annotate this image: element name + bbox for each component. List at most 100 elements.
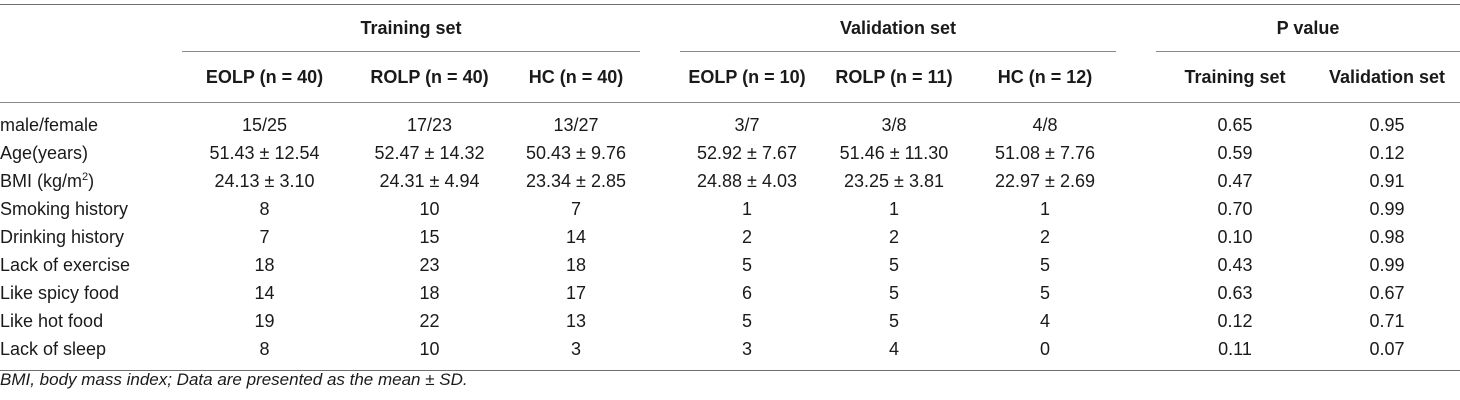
row-label: male/female [0,111,182,139]
table-row: male/female 15/25 17/23 13/27 3/7 3/8 4/8 0.65 0… [0,111,1460,139]
table-row: BMI (kg/m2) 24.13 ± 3.10 24.31 ± 4.94 23.34… [0,167,1460,195]
table-cell: 0.07 [1369,338,1405,359]
table-cell: 5 [888,254,899,275]
table-cell: 0.10 [1217,226,1253,247]
table-footnote: BMI, body mass index; Data are presented… [0,370,468,389]
col-header-validation-rolp: ROLP (n = 11) [835,66,953,87]
table-cell: 6 [741,282,752,303]
table-cell: 3 [741,338,752,359]
table-cell: 18 [419,282,440,303]
table-cell: 0.70 [1217,198,1253,219]
table-cell: 0.43 [1217,254,1253,275]
col-header-validation-eolp: EOLP (n = 10) [688,66,806,87]
characteristics-table: Training set Validation set P value EOLP… [0,4,1460,371]
header-bottom-rule [0,102,1460,103]
table-cell: 23.25 ± 3.81 [844,170,944,191]
table-cell: 0.65 [1217,114,1253,135]
table-row: Lack of sleep 8 10 3 3 4 0 0.11 0.07 [0,335,1460,363]
table-cell: 0.99 [1369,198,1405,219]
col-header-training-rolp: ROLP (n = 40) [370,66,489,87]
table-cell: 0.99 [1369,254,1405,275]
col-header-training-hc: HC (n = 40) [528,66,624,87]
table-cell: 14 [565,226,587,247]
table-cell: 2 [1039,226,1050,247]
table-cell: 0.71 [1369,310,1405,331]
table-cell: 0.12 [1369,142,1405,163]
row-label: Like spicy food [0,279,182,307]
row-label-tail: ) [88,170,95,191]
table-cell: 3 [570,338,581,359]
validation-underline [680,51,1116,52]
col-header-p-training: Training set [1184,66,1286,87]
table-cell: 4 [888,338,899,359]
group-header-row: Training set Validation set P value [0,5,1460,52]
row-label-superscript: 2 [82,170,89,183]
table-cell: 5 [741,310,752,331]
table-cell: 51.43 ± 12.54 [209,142,320,163]
table-cell: 2 [888,226,899,247]
table-cell: 19 [254,310,275,331]
row-label-text: Drinking history [0,226,125,247]
table-cell: 23.34 ± 2.85 [526,170,626,191]
table-cell: 1 [741,198,752,219]
col-header-validation-hc: HC (n = 12) [997,66,1093,87]
table-cell: 15 [419,226,440,247]
table-cell: 17/23 [406,114,453,135]
table-cell: 17 [565,282,587,303]
table-cell: 10 [419,338,440,359]
group-header-training: Training set [360,17,462,38]
table-cell: 8 [259,338,270,359]
table-cell: 22 [419,310,440,331]
table-row: Lack of exercise 18 23 18 5 5 5 0.43 0.99 [0,251,1460,279]
table-cell: 24.88 ± 4.03 [697,170,797,191]
table-cell: 0.59 [1217,142,1253,163]
group-underline-row [0,51,1460,52]
table-cell: 0.91 [1369,170,1405,191]
table-cell: 18 [254,254,275,275]
row-label-text: BMI (kg/m [0,170,83,191]
row-label-text: Smoking history [0,198,129,219]
table-cell: 5 [888,310,899,331]
table-cell: 52.47 ± 14.32 [374,142,485,163]
training-underline [182,51,640,52]
row-label-text: Like spicy food [0,282,120,303]
table-cell: 3/7 [734,114,760,135]
table-cell: 24.31 ± 4.94 [379,170,480,191]
table-cell: 50.43 ± 9.76 [526,142,626,163]
table-cell: 0.11 [1218,338,1252,359]
table-cell: 0.67 [1369,282,1405,303]
table-cell: 13 [565,310,587,331]
table-cell: 0.47 [1217,170,1253,191]
row-label: Age(years) [0,139,182,167]
row-label-text: Lack of sleep [0,338,107,359]
table-row: Like spicy food 14 18 17 6 5 5 0.63 0.67 [0,279,1460,307]
row-label: Like hot food [0,307,182,335]
table-cell: 24.13 ± 3.10 [214,170,315,191]
table-cell: 15/25 [241,114,288,135]
table-cell: 7 [259,226,270,247]
p-value-underline [1156,51,1460,52]
table-cell: 1 [888,198,899,219]
table-row: Drinking history 7 15 14 2 2 2 0.10 0.98 [0,223,1460,251]
col-header-training-eolp: EOLP (n = 40) [205,66,324,87]
table-cell: 0 [1039,338,1050,359]
table-cell: 23 [419,254,440,275]
table-cell: 2 [741,226,752,247]
row-label: Lack of sleep [0,335,182,363]
table-row: Like hot food 19 22 13 5 5 4 0.12 0.71 [0,307,1460,335]
table-cell: 0.12 [1217,310,1253,331]
table-row: Age(years) 51.43 ± 12.54 52.47 ± 14.32 50.4… [0,139,1460,167]
table-cell: 5 [1039,254,1050,275]
column-header-row: EOLP (n = 40) ROLP (n = 40) HC (n = 40) … [0,52,1460,103]
table-cell: 22.97 ± 2.69 [995,170,1095,191]
row-label: BMI (kg/m2) [0,167,182,195]
row-label-text: Lack of exercise [0,254,131,275]
table-cell: 4/8 [1032,114,1058,135]
table-cell: 4 [1039,310,1050,331]
table-cell: 7 [570,198,581,219]
bottom-rule [0,370,1460,371]
table-cell: 5 [1039,282,1050,303]
table-cell: 5 [888,282,899,303]
table-cell: 0.95 [1369,114,1405,135]
row-label-text: male/female [0,114,99,135]
